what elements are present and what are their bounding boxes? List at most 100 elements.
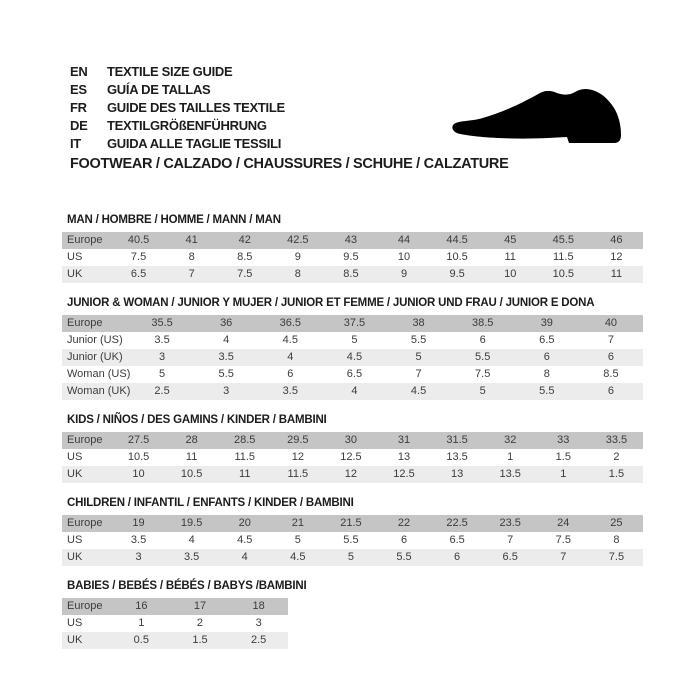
size-cell: 43 — [344, 234, 358, 246]
size-cell: 45.5 — [552, 234, 574, 246]
size-cell: 6.5 — [539, 334, 555, 346]
size-cell: 21.5 — [340, 517, 362, 529]
size-row: Europe 16 17 18 — [62, 598, 288, 615]
size-row: Woman (UK) 2.5 3 3.5 4 4.5 5 5.5 6 — [62, 383, 643, 400]
size-cell: 29.5 — [287, 434, 309, 446]
size-cell: 4.5 — [410, 385, 427, 397]
size-cell: 44 — [397, 234, 411, 246]
language-label: TEXTILGRÖßENFÜHRUNG — [107, 118, 267, 133]
section-title: BABIES / BEBÉS / BÉBÉS / BABYS /BAMBINI — [67, 580, 307, 592]
size-cell: 10 — [397, 251, 411, 263]
row-label: UK — [67, 634, 83, 646]
size-cell: 4 — [188, 534, 195, 546]
size-cell: 5 — [159, 368, 166, 380]
size-cell: 1.5 — [192, 634, 208, 646]
size-cell: 3.5 — [183, 551, 200, 563]
row-label: Junior (UK) — [67, 351, 123, 363]
size-section: MAN / HOMBRE / HOMME / MANN / MAN Europe 4… — [62, 214, 643, 283]
size-row: Junior (UK) 3 3.5 4 4.5 5 5.5 6 6 — [62, 349, 643, 366]
size-cell: 6 — [287, 368, 294, 380]
size-cell: 19 — [132, 517, 145, 529]
size-cell: 4 — [351, 385, 358, 397]
size-cell: 8.5 — [237, 251, 253, 263]
size-cell: 28 — [185, 434, 198, 446]
size-cell: 42.5 — [287, 234, 309, 246]
language-code: DE — [70, 118, 88, 133]
section-title: MAN / HOMBRE / HOMME / MANN / MAN — [67, 214, 281, 226]
size-row: UK 6.5 7 7.5 8 8.5 9 9.5 10 10.5 11 — [62, 266, 643, 283]
language-code: EN — [70, 64, 88, 79]
size-cell: 2 — [196, 617, 204, 629]
size-cell: 31 — [397, 434, 411, 446]
size-cell: 5.5 — [539, 385, 555, 397]
size-cell: 32 — [504, 434, 517, 446]
language-code: ES — [70, 82, 87, 97]
size-row: Europe 27.5 28 28.5 29.5 30 31 31.5 32 33 33.5 — [62, 432, 643, 449]
size-cell: 5.5 — [218, 368, 234, 380]
row-label: Europe — [67, 434, 103, 446]
language-row-es: ES GUÍA DE TALLAS — [70, 81, 285, 99]
size-cell: 36 — [220, 317, 233, 329]
row-label: UK — [67, 551, 83, 563]
size-cell: 38 — [412, 317, 425, 329]
size-cell: 8 — [294, 268, 301, 280]
section-title: KIDS / NIÑOS / DES GAMINS / KINDER / BAM… — [67, 414, 327, 426]
size-row: Europe 35.5 36 36.5 37.5 38 38.5 39 40 — [62, 315, 643, 332]
size-cell: 37.5 — [343, 317, 366, 329]
size-cell: 4.5 — [237, 534, 253, 546]
size-cell: 11.5 — [287, 468, 309, 480]
size-cell: 39 — [540, 317, 553, 329]
row-label: Woman (US) — [67, 368, 130, 380]
size-cell: 9 — [294, 251, 301, 263]
size-cell: 11 — [239, 468, 251, 480]
size-cell: 1 — [560, 468, 567, 480]
size-row: Junior (US) 3.5 4 4.5 5 5.5 6 6.5 7 — [62, 332, 643, 349]
size-cell: 44.5 — [446, 234, 468, 246]
row-label: UK — [67, 268, 83, 280]
size-section: KIDS / NIÑOS / DES GAMINS / KINDER / BAM… — [62, 414, 643, 483]
size-section: JUNIOR & WOMAN / JUNIOR Y MUJER / JUNIOR… — [62, 297, 643, 400]
size-cell: 6.5 — [502, 551, 518, 563]
row-label: Woman (UK) — [67, 385, 130, 397]
size-cell: 5.5 — [475, 351, 491, 363]
row-label: Europe — [67, 517, 103, 529]
size-row: US 1 2 3 — [62, 615, 288, 632]
size-cell: 20 — [238, 517, 251, 529]
size-cell: 1.5 — [608, 468, 625, 480]
size-cell: 21 — [291, 517, 304, 529]
size-cell: 7 — [188, 268, 195, 280]
size-cell: 8 — [543, 368, 550, 380]
size-cell: 10.5 — [446, 251, 468, 263]
size-cell: 4 — [287, 351, 294, 363]
size-cell: 35.5 — [151, 317, 173, 329]
size-cell: 3 — [135, 551, 142, 563]
size-cell: 13 — [450, 468, 464, 480]
row-label: US — [67, 534, 83, 546]
size-cell: 7 — [560, 551, 567, 563]
size-cell: 5.5 — [396, 551, 412, 563]
size-cell: 7 — [415, 368, 422, 380]
size-cell: 8 — [613, 534, 620, 546]
size-cell: 6.5 — [130, 268, 147, 280]
size-cell: 12 — [610, 251, 623, 263]
language-label: TEXTILE SIZE GUIDE — [107, 64, 233, 79]
shoe-icon — [452, 88, 621, 143]
row-label: UK — [67, 468, 83, 480]
size-cell: 4.5 — [282, 334, 298, 346]
size-cell: 5 — [415, 351, 422, 363]
size-cell: 5.5 — [343, 534, 359, 546]
size-cell: 3.5 — [218, 351, 234, 363]
size-cell: 8 — [188, 251, 195, 263]
size-cell: 0.5 — [133, 634, 149, 646]
size-cell: 7 — [507, 534, 514, 546]
size-cell: 17 — [193, 600, 207, 612]
size-row: US 7.5 8 8.5 9 9.5 10 10.5 11 11.5 12 — [62, 249, 643, 266]
language-row-fr: FR GUIDE DES TAILLES TEXTILE — [70, 99, 285, 117]
language-row-de: DE TEXTILGRÖßENFÜHRUNG — [70, 117, 285, 135]
size-cell: 11.5 — [234, 451, 256, 463]
size-row: Europe 19 19.5 20 21 21.5 22 22.5 23.5 24 25 — [62, 515, 643, 532]
size-cell: 3.5 — [154, 334, 170, 346]
size-cell: 5 — [479, 385, 486, 397]
size-cell: 9.5 — [449, 268, 465, 280]
